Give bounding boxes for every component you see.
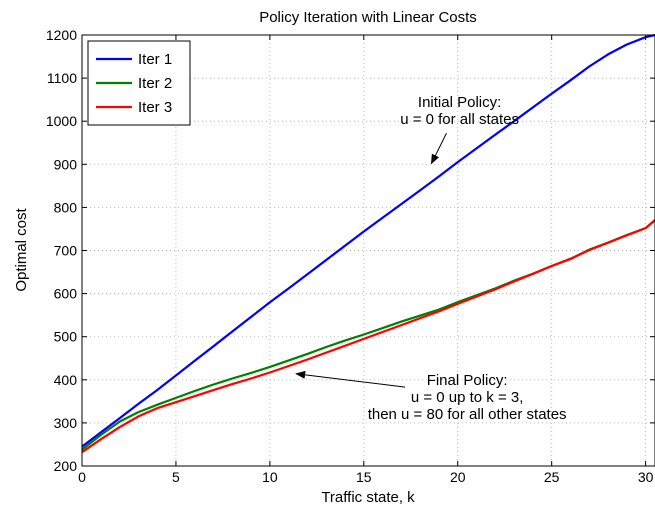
x-tick-label: 15 (356, 469, 372, 485)
x-tick-label: 10 (262, 469, 278, 485)
x-tick-label: 30 (638, 469, 654, 485)
x-axis-label: Traffic state, k (321, 489, 415, 506)
y-tick-label: 500 (54, 329, 78, 345)
annotations: Initial Policy:u = 0 for all states Final… (295, 94, 567, 423)
y-tick-label: 800 (54, 199, 78, 215)
x-tick-label: 0 (78, 469, 86, 485)
legend-entry: Iter 2 (138, 75, 172, 92)
annotation-arrow (295, 370, 406, 388)
y-tick-label: 900 (54, 156, 78, 172)
legend-entry: Iter 1 (138, 51, 172, 68)
legend: Iter 1 Iter 2 Iter 3 (87, 40, 191, 126)
y-tick-label: 1000 (46, 113, 77, 129)
x-tick-label: 20 (450, 469, 466, 485)
legend-entry: Iter 3 (138, 99, 172, 116)
y-tick-label: 200 (54, 458, 78, 474)
annotation-text: then u = 80 for all other states (368, 406, 567, 423)
y-tick-label: 1100 (47, 70, 77, 86)
annotation-text: u = 0 up to k = 3, (411, 389, 524, 406)
chart-title: Policy Iteration with Linear Costs (259, 9, 477, 26)
y-tick-label: 1200 (46, 27, 77, 43)
annotation-text: Initial Policy: (418, 94, 501, 111)
series-line-iter-3 (81, 219, 655, 454)
series-lines (81, 33, 655, 454)
x-tick-label: 25 (544, 469, 560, 485)
y-tick-label: 300 (54, 415, 78, 431)
axis-ticks: 0 5 10 15 20 25 30 200 300 400 500 600 700 800 900 1000… (46, 27, 655, 485)
x-tick-label: 5 (172, 469, 180, 485)
y-tick-label: 700 (54, 243, 78, 259)
y-tick-label: 600 (54, 286, 78, 302)
annotation-text: Final Policy: (427, 372, 508, 389)
annotation-arrow (430, 133, 447, 165)
annotation-text: u = 0 for all states (400, 111, 519, 128)
series-line-iter-1 (81, 33, 655, 448)
y-axis-label: Optimal cost (13, 207, 30, 291)
y-tick-label: 400 (54, 372, 78, 388)
